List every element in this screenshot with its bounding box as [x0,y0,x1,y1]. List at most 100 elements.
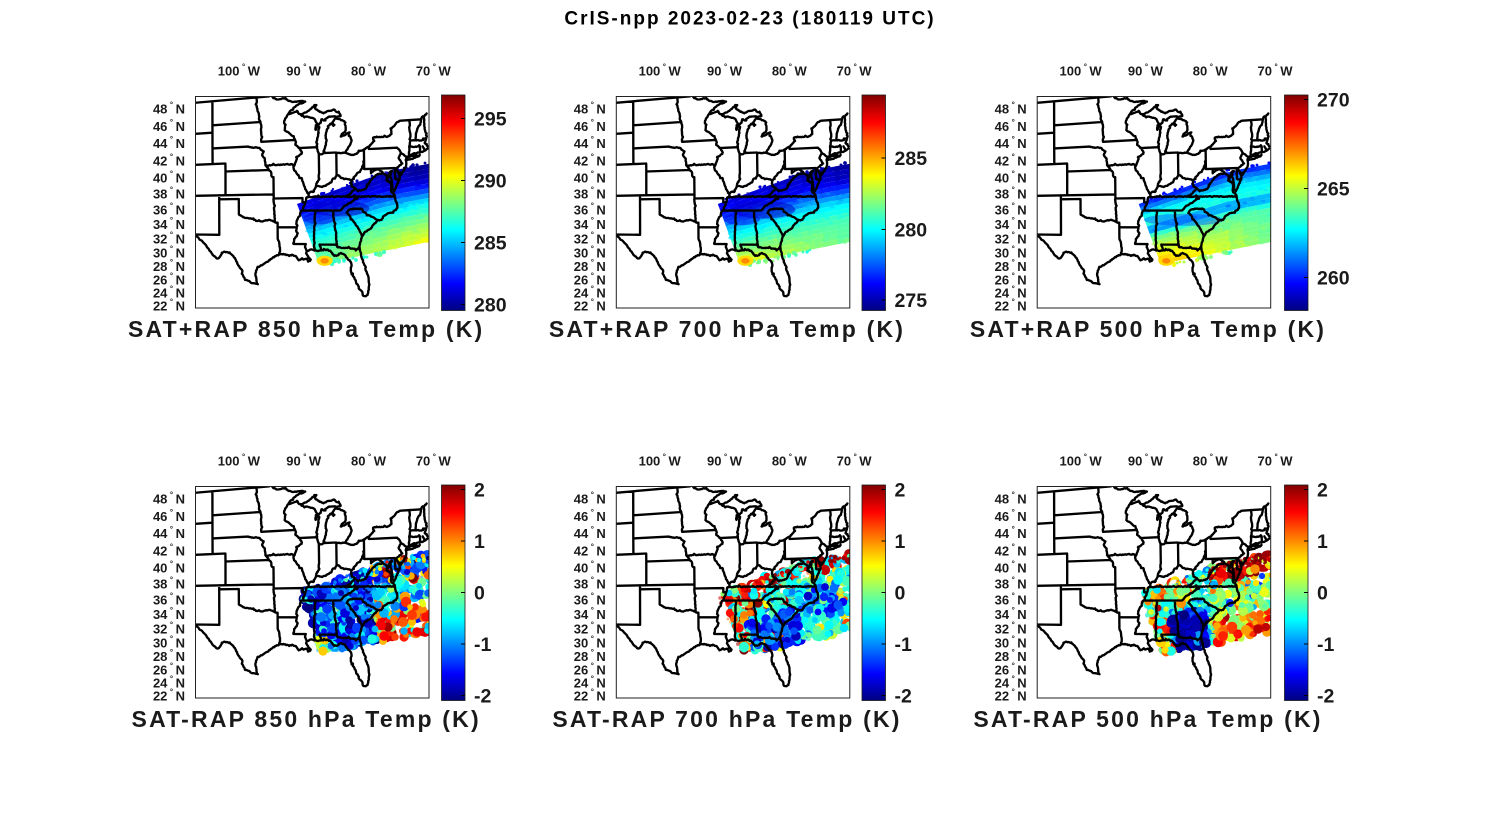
svg-text:48°N: 48 ° N [995,101,1027,117]
svg-text:0: 0 [474,583,485,605]
svg-text:44°N: 44 ° N [995,135,1027,151]
svg-text:100°W: 100 ° W [639,453,682,469]
svg-text:24°N: 24 ° N [153,675,185,691]
svg-text:44°N: 44 ° N [574,525,606,541]
svg-text:SAT+RAP 850 hPa Temp (K): SAT+RAP 850 hPa Temp (K) [128,316,484,342]
svg-text:90°W: 90 ° W [707,63,743,79]
svg-text:285: 285 [474,233,507,255]
svg-text:2: 2 [474,480,485,502]
svg-text:28°N: 28 ° N [995,648,1027,664]
svg-text:100°W: 100 ° W [1060,453,1103,469]
svg-text:0: 0 [895,583,906,605]
svg-text:46°N: 46 ° N [574,508,606,524]
svg-text:70°W: 70 ° W [837,453,873,469]
svg-text:32°N: 32 ° N [995,230,1027,246]
svg-text:46°N: 46 ° N [995,118,1027,134]
svg-text:SAT-RAP 700 hPa Temp (K): SAT-RAP 700 hPa Temp (K) [552,706,901,732]
svg-text:48°N: 48 ° N [153,491,185,507]
svg-text:34°N: 34 ° N [574,216,606,232]
svg-text:30°N: 30 ° N [995,634,1027,650]
svg-text:46°N: 46 ° N [153,118,185,134]
svg-text:48°N: 48 ° N [995,491,1027,507]
svg-text:260: 260 [1317,268,1350,290]
svg-text:34°N: 34 ° N [153,606,185,622]
svg-text:28°N: 28 ° N [574,648,606,664]
svg-text:90°W: 90 ° W [1128,63,1164,79]
svg-text:26°N: 26 ° N [995,272,1027,288]
svg-text:265: 265 [1317,179,1350,201]
svg-text:24°N: 24 ° N [574,285,606,301]
svg-text:26°N: 26 ° N [153,662,185,678]
svg-text:42°N: 42 ° N [995,542,1027,558]
svg-text:32°N: 32 ° N [995,620,1027,636]
svg-text:38°N: 38 ° N [574,576,606,592]
svg-text:80°W: 80 ° W [351,63,387,79]
svg-text:285: 285 [895,148,928,170]
svg-text:26°N: 26 ° N [574,272,606,288]
svg-text:CrIS-npp 2023-02-23 (180119 UT: CrIS-npp 2023-02-23 (180119 UTC) [564,9,935,30]
svg-text:36°N: 36 ° N [574,201,606,217]
svg-text:38°N: 38 ° N [995,186,1027,202]
svg-text:40°N: 40 ° N [995,560,1027,576]
svg-text:40°N: 40 ° N [153,560,185,576]
svg-text:38°N: 38 ° N [153,576,185,592]
svg-text:30°N: 30 ° N [995,244,1027,260]
svg-text:70°W: 70 ° W [416,453,452,469]
svg-text:1: 1 [895,531,906,553]
svg-text:34°N: 34 ° N [995,216,1027,232]
svg-text:40°N: 40 ° N [574,560,606,576]
svg-text:70°W: 70 ° W [416,63,452,79]
svg-text:32°N: 32 ° N [574,620,606,636]
svg-text:22°N: 22 ° N [153,688,185,704]
svg-text:22°N: 22 ° N [995,298,1027,314]
svg-text:-2: -2 [895,686,912,708]
svg-text:26°N: 26 ° N [574,662,606,678]
svg-text:280: 280 [895,220,928,242]
svg-text:44°N: 44 ° N [574,135,606,151]
svg-text:42°N: 42 ° N [995,152,1027,168]
svg-text:24°N: 24 ° N [574,675,606,691]
svg-text:100°W: 100 ° W [1060,63,1103,79]
svg-text:44°N: 44 ° N [153,525,185,541]
svg-text:32°N: 32 ° N [574,230,606,246]
svg-text:36°N: 36 ° N [153,591,185,607]
svg-text:0: 0 [1317,583,1328,605]
svg-text:SAT-RAP 850 hPa Temp (K): SAT-RAP 850 hPa Temp (K) [132,706,481,732]
svg-text:36°N: 36 ° N [995,591,1027,607]
svg-text:80°W: 80 ° W [772,453,808,469]
svg-text:-2: -2 [474,686,491,708]
svg-text:30°N: 30 ° N [574,244,606,260]
svg-text:90°W: 90 ° W [1128,453,1164,469]
svg-text:26°N: 26 ° N [995,662,1027,678]
svg-text:80°W: 80 ° W [772,63,808,79]
svg-text:1: 1 [1317,531,1328,553]
svg-text:275: 275 [895,290,928,312]
svg-text:38°N: 38 ° N [995,576,1027,592]
svg-text:24°N: 24 ° N [153,285,185,301]
svg-text:32°N: 32 ° N [153,620,185,636]
svg-text:80°W: 80 ° W [1193,453,1229,469]
svg-text:70°W: 70 ° W [1258,453,1294,469]
svg-text:295: 295 [474,109,507,131]
svg-text:22°N: 22 ° N [574,298,606,314]
svg-text:48°N: 48 ° N [153,101,185,117]
svg-text:90°W: 90 ° W [286,63,322,79]
svg-text:SAT+RAP 500 hPa Temp (K): SAT+RAP 500 hPa Temp (K) [970,316,1326,342]
svg-text:28°N: 28 ° N [153,258,185,274]
svg-text:80°W: 80 ° W [351,453,387,469]
svg-text:28°N: 28 ° N [153,648,185,664]
svg-text:290: 290 [474,171,507,193]
svg-text:24°N: 24 ° N [995,285,1027,301]
svg-text:42°N: 42 ° N [574,152,606,168]
svg-text:44°N: 44 ° N [153,135,185,151]
svg-text:-1: -1 [895,634,912,656]
svg-text:42°N: 42 ° N [574,542,606,558]
svg-text:-2: -2 [1317,686,1334,708]
svg-text:-1: -1 [1317,634,1334,656]
svg-text:36°N: 36 ° N [574,591,606,607]
svg-text:28°N: 28 ° N [574,258,606,274]
svg-text:36°N: 36 ° N [153,201,185,217]
svg-text:SAT+RAP 700 hPa Temp (K): SAT+RAP 700 hPa Temp (K) [549,316,905,342]
svg-text:40°N: 40 ° N [995,170,1027,186]
svg-text:32°N: 32 ° N [153,230,185,246]
